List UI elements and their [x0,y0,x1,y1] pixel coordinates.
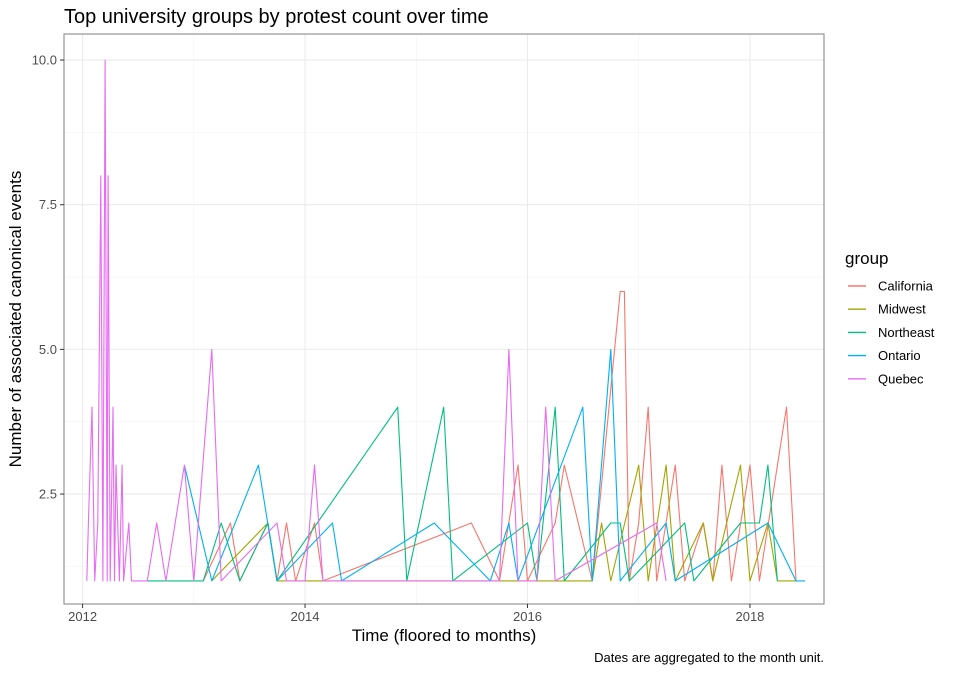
panel-border [63,33,825,605]
y-tick-label: 5.0 [39,342,57,357]
legend-label-ontario: Ontario [878,348,921,363]
x-axis-title: Time (floored to months) [352,626,537,645]
legend-item-quebec: Quebec [848,371,924,386]
chart-title: Top university groups by protest count o… [64,6,489,28]
legend-label-quebec: Quebec [878,371,924,386]
legend-label-midwest: Midwest [878,302,926,317]
legend-item-california: California [848,279,934,294]
legend-item-midwest: Midwest [848,302,926,317]
x-tick-label: 2012 [68,609,97,624]
y-tick-label: 2.5 [39,487,57,502]
legend: group California Midwest Northeast Ontario Q… [845,249,935,386]
x-tick-label: 2018 [735,609,764,624]
y-axis-title: Number of associated canonical events [6,171,25,468]
gridlines [64,34,824,604]
panel-background [64,34,824,604]
x-tick-label: 2016 [513,609,542,624]
legend-label-northeast: Northeast [878,325,935,340]
plot-panel [63,33,825,605]
x-axis: 2012 2014 2016 2018 [68,604,764,624]
legend-items: California Midwest Northeast Ontario Quebec [848,279,935,386]
x-tick-label: 2014 [291,609,320,624]
y-tick-label: 7.5 [39,197,57,212]
y-axis: 2.5 5.0 7.5 10.0 [32,53,64,502]
legend-item-northeast: Northeast [848,325,935,340]
chart-caption: Dates are aggregated to the month unit. [594,650,824,665]
series-line-california [202,290,797,582]
legend-item-ontario: Ontario [848,348,921,363]
series-line-quebec [86,59,667,582]
series-lines [86,59,806,582]
legend-label-california: California [878,279,934,294]
y-tick-label: 10.0 [32,53,57,68]
legend-title: group [845,249,888,268]
